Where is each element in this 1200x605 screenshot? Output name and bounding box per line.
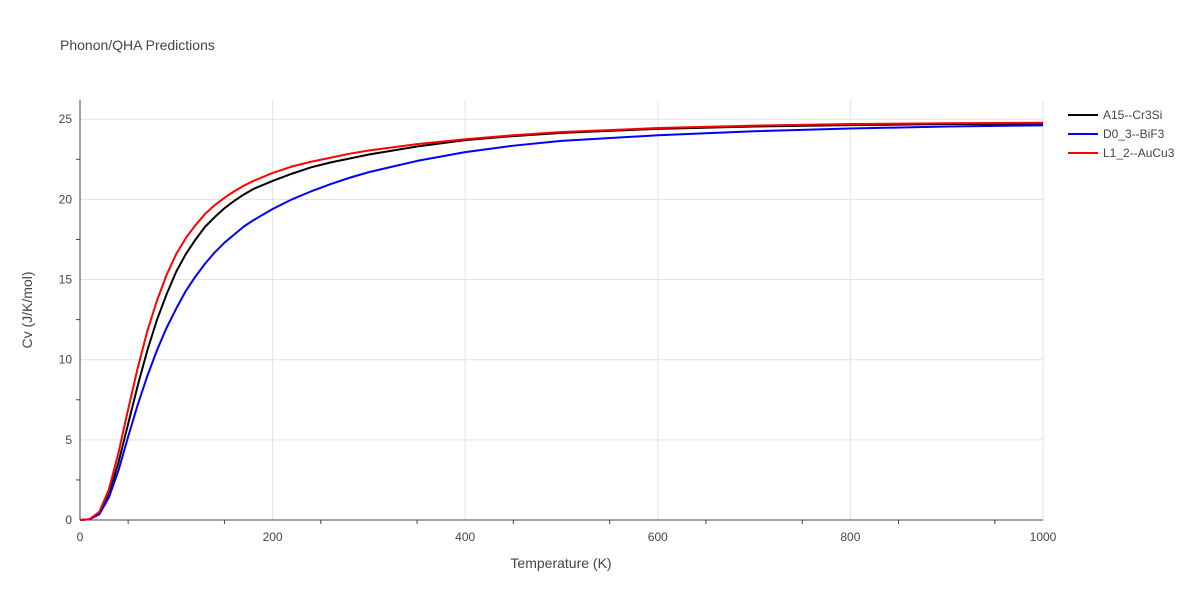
y-tick-label: 20 (59, 192, 73, 206)
y-tick-label: 0 (65, 513, 72, 527)
x-tick-label: 1000 (1030, 530, 1057, 544)
legend-label: A15--Cr3Si (1103, 108, 1162, 122)
legend-item-a15-cr3si[interactable]: A15--Cr3Si (1068, 108, 1162, 122)
x-tick-label: 200 (263, 530, 283, 544)
series-line-a15-cr3si (79, 122, 1044, 521)
x-tick-label: 600 (648, 530, 668, 544)
series-line-l1-2-aucu3 (79, 121, 1044, 521)
grid (80, 100, 1044, 520)
legend-item-d0-3-bif3[interactable]: D0_3--BiF3 (1068, 127, 1165, 141)
x-axis-title: Temperature (K) (510, 555, 611, 571)
x-tick-label: 400 (455, 530, 475, 544)
x-tick-label: 0 (77, 530, 84, 544)
plot-area (79, 121, 1044, 521)
chart-title: Phonon/QHA Predictions (60, 37, 215, 53)
y-tick-label: 15 (59, 273, 73, 287)
x-tick-label: 800 (840, 530, 860, 544)
y-tick-label: 10 (59, 353, 73, 367)
series-line-d0-3-bif3 (79, 124, 1044, 521)
y-axis-title: Cv (J/K/mol) (19, 272, 35, 349)
legend-label: D0_3--BiF3 (1103, 127, 1165, 141)
legend-label: L1_2--AuCu3 (1103, 146, 1175, 160)
y-tick-label: 25 (59, 112, 73, 126)
axes: 0 200 400 600 800 1000 0 5 10 15 20 25 (59, 100, 1057, 544)
y-tick-label: 5 (65, 433, 72, 447)
legend-item-l1-2-aucu3[interactable]: L1_2--AuCu3 (1068, 146, 1175, 160)
legend[interactable]: A15--Cr3Si D0_3--BiF3 L1_2--AuCu3 (1068, 108, 1175, 160)
